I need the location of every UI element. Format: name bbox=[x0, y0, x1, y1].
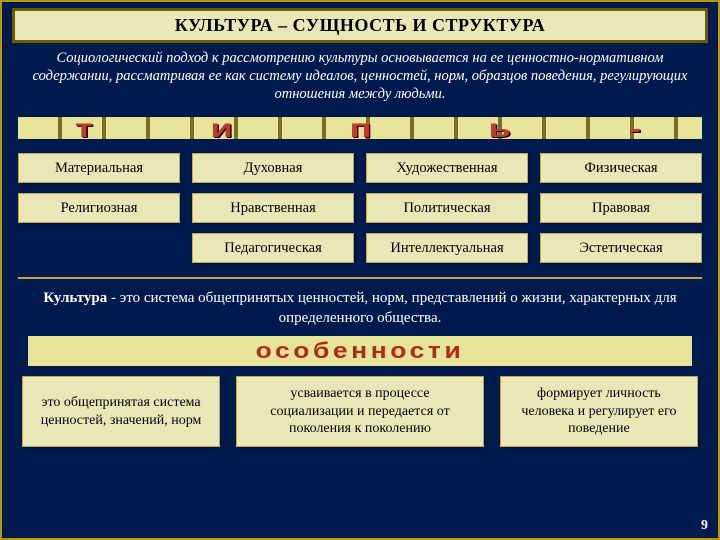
feature-box: формирует личность человека и регулирует… bbox=[500, 376, 698, 447]
type-label: Политическая bbox=[403, 200, 490, 217]
intro-paragraph: Социологический подход к рассмотрению ку… bbox=[12, 43, 708, 107]
type-label: Религиозная bbox=[61, 200, 138, 217]
feature-text: формирует личность человека и регулирует… bbox=[511, 385, 687, 438]
band-letter: п bbox=[350, 113, 375, 144]
type-box: Физическая bbox=[540, 153, 702, 183]
type-box: Интеллектуальная bbox=[366, 233, 528, 263]
type-box: Правовая bbox=[540, 193, 702, 223]
type-box: Эстетическая bbox=[540, 233, 702, 263]
type-box: Духовная bbox=[192, 153, 354, 183]
type-label: Правовая bbox=[592, 200, 650, 217]
type-box: Политическая bbox=[366, 193, 528, 223]
band-letter: - bbox=[629, 113, 644, 144]
band-letter: и bbox=[211, 113, 236, 144]
band-letter: т bbox=[76, 113, 97, 144]
type-label: Эстетическая bbox=[579, 240, 662, 257]
type-label: Нравственная bbox=[230, 200, 316, 217]
band-letter: ь bbox=[488, 113, 513, 144]
features-word: особенности bbox=[256, 338, 465, 364]
type-box: Религиозная bbox=[18, 193, 180, 223]
feature-box: усваивается в процессе социализации и пе… bbox=[236, 376, 484, 447]
definition-paragraph: Культура - это система общепринятых ценн… bbox=[12, 283, 708, 332]
band-letters: т и п ь - bbox=[18, 111, 702, 145]
definition-text: - это система общепринятых ценностей, но… bbox=[107, 290, 676, 326]
type-label: Художественная bbox=[396, 160, 497, 177]
intro-text: Социологический подход к рассмотрению ку… bbox=[33, 50, 688, 102]
feature-box: это общепринятая система ценностей, знач… bbox=[22, 376, 220, 447]
title-bar: КУЛЬТУРА – СУЩНОСТЬ И СТРУКТУРА bbox=[12, 8, 708, 43]
page-number: 9 bbox=[701, 518, 708, 534]
types-grid: Материальная Духовная Художественная Физ… bbox=[12, 153, 708, 273]
type-label: Материальная bbox=[55, 160, 143, 177]
type-label: Физическая bbox=[584, 160, 657, 177]
divider bbox=[18, 277, 702, 279]
type-label: Педагогическая bbox=[224, 240, 322, 257]
type-box: Педагогическая bbox=[192, 233, 354, 263]
type-box: Нравственная bbox=[192, 193, 354, 223]
page-title: КУЛЬТУРА – СУЩНОСТЬ И СТРУКТУРА bbox=[175, 15, 545, 35]
types-heading-band: т и п ь - bbox=[18, 111, 702, 145]
feature-text: усваивается в процессе социализации и пе… bbox=[247, 385, 473, 438]
type-label: Интеллектуальная bbox=[390, 240, 503, 257]
type-label: Духовная bbox=[244, 160, 303, 177]
slide-frame: КУЛЬТУРА – СУЩНОСТЬ И СТРУКТУРА Социолог… bbox=[0, 0, 720, 540]
feature-text: это общепринятая система ценностей, знач… bbox=[33, 394, 209, 429]
features-heading-band: особенности bbox=[28, 336, 692, 366]
definition-term: Культура bbox=[43, 290, 107, 306]
type-box: Художественная bbox=[366, 153, 528, 183]
features-grid: это общепринятая система ценностей, знач… bbox=[12, 376, 708, 447]
type-box: Материальная bbox=[18, 153, 180, 183]
